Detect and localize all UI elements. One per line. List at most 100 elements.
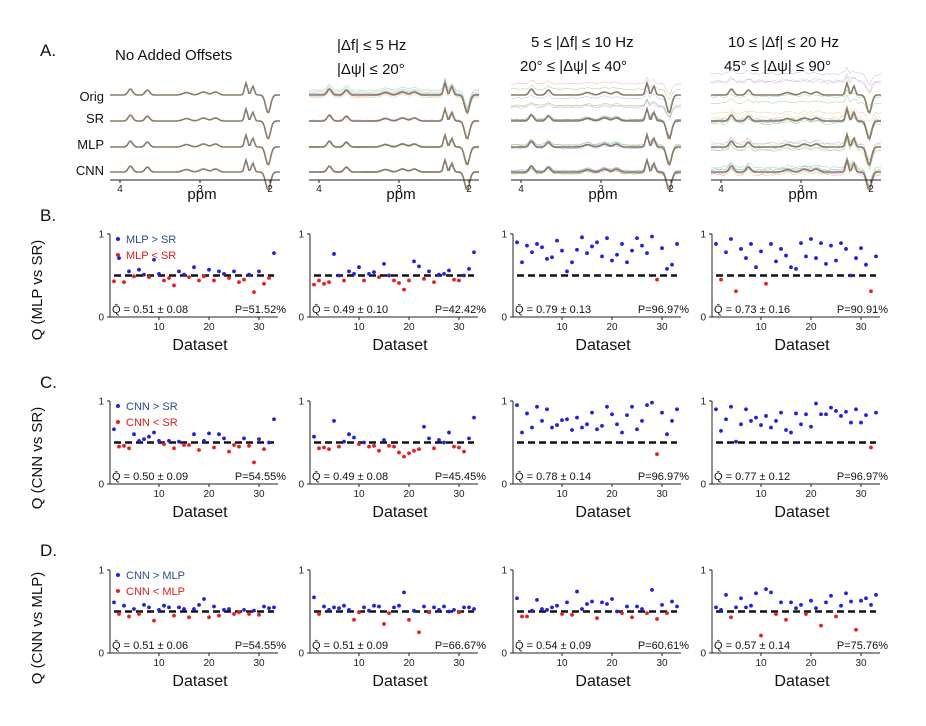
legend-above-label: MLP > SR	[126, 234, 176, 246]
section-label-b: B.	[40, 206, 56, 225]
data-point	[372, 443, 376, 448]
data-point	[367, 608, 371, 613]
col-title-3-line2: 45° ≤ |Δψ| ≤ 90°	[724, 58, 831, 75]
data-point	[177, 269, 181, 274]
data-point	[874, 254, 878, 259]
x-tick-label: 30	[656, 658, 668, 669]
data-point	[854, 407, 858, 412]
data-point	[197, 448, 201, 452]
data-point	[645, 403, 649, 408]
data-point	[327, 280, 331, 285]
data-point	[590, 244, 594, 249]
ppm-tick-label: 3	[396, 184, 402, 195]
data-point	[117, 612, 121, 616]
data-point	[660, 246, 664, 251]
data-point	[217, 269, 221, 274]
legend-marker-above	[116, 573, 120, 577]
data-point	[600, 424, 604, 428]
data-point	[272, 251, 276, 255]
data-point	[352, 271, 356, 276]
spectrum-trace	[710, 73, 882, 94]
data-point	[714, 242, 718, 246]
x-tick-label: 30	[453, 658, 465, 669]
data-point	[605, 404, 609, 409]
data-point	[257, 437, 261, 442]
percent-label: P=90.91%	[837, 304, 888, 316]
data-point	[660, 410, 664, 415]
spectrum-mean	[511, 157, 681, 191]
data-point	[824, 261, 828, 266]
data-point	[570, 428, 574, 432]
data-point	[774, 612, 778, 616]
data-point	[377, 275, 381, 280]
data-point	[620, 430, 624, 435]
data-point	[640, 419, 644, 423]
data-point	[392, 605, 396, 610]
data-point	[550, 425, 554, 430]
spectrum-mean	[711, 106, 881, 140]
col-title-3-line1: 10 ≤ |Δf| ≤ 20 Hz	[728, 34, 839, 51]
data-point	[834, 409, 838, 413]
data-point	[447, 268, 451, 273]
data-point	[550, 255, 554, 260]
x-tick-label: 10	[153, 322, 165, 333]
data-point	[172, 446, 176, 451]
legend-marker-below	[116, 589, 120, 593]
x-tick-label: 20	[403, 322, 415, 333]
ylabel-row-b: Q (MLP vs SR)	[29, 240, 46, 341]
data-point	[555, 238, 559, 243]
spectrum-trace	[711, 155, 882, 188]
ppm-tick-label: 4	[718, 184, 724, 195]
spectrum-trace	[510, 107, 682, 139]
data-point	[874, 593, 878, 597]
data-point	[779, 600, 783, 605]
legend-above-label: CNN > SR	[126, 401, 178, 413]
data-point	[535, 404, 539, 409]
data-point	[242, 607, 246, 612]
data-point	[615, 422, 619, 427]
ppm-tick-label: 2	[868, 184, 874, 195]
data-point	[794, 606, 798, 611]
data-point	[122, 603, 126, 608]
data-point	[729, 615, 733, 620]
data-point	[580, 607, 584, 611]
data-point	[640, 243, 644, 248]
data-point	[242, 436, 246, 441]
data-point	[452, 607, 456, 612]
data-point	[625, 604, 629, 609]
section-label-c: C.	[40, 373, 57, 392]
y-tick-label: 0	[298, 313, 304, 324]
data-point	[515, 403, 519, 408]
stat-label: Q̄ = 0.51 ± 0.08	[112, 303, 188, 316]
data-point	[232, 443, 236, 447]
data-point	[447, 609, 451, 614]
data-point	[112, 427, 116, 432]
data-point	[142, 272, 146, 277]
data-point	[137, 438, 141, 443]
data-point	[789, 430, 793, 435]
x-axis-label: Dataset	[372, 504, 428, 521]
x-tick-label: 10	[353, 489, 365, 500]
data-point	[417, 447, 421, 452]
data-point	[362, 440, 366, 445]
data-point	[545, 257, 549, 261]
stat-label: Q̄ = 0.49 ± 0.10	[312, 303, 388, 316]
data-point	[167, 276, 171, 280]
data-point	[714, 605, 718, 610]
data-point	[362, 605, 366, 610]
data-point	[804, 254, 808, 259]
data-point	[382, 438, 386, 442]
ppm-tick-label: 3	[798, 184, 804, 195]
percent-label: P=75.76%	[837, 640, 888, 652]
col-title-2-line2: 20° ≤ |Δψ| ≤ 40°	[520, 58, 627, 75]
data-point	[809, 598, 813, 603]
data-point	[472, 607, 476, 611]
data-point	[670, 419, 674, 423]
data-point	[650, 234, 654, 239]
data-point	[207, 615, 211, 620]
data-point	[452, 277, 456, 282]
data-point	[849, 273, 853, 278]
x-axis-label: Dataset	[774, 337, 830, 354]
data-point	[520, 614, 524, 619]
